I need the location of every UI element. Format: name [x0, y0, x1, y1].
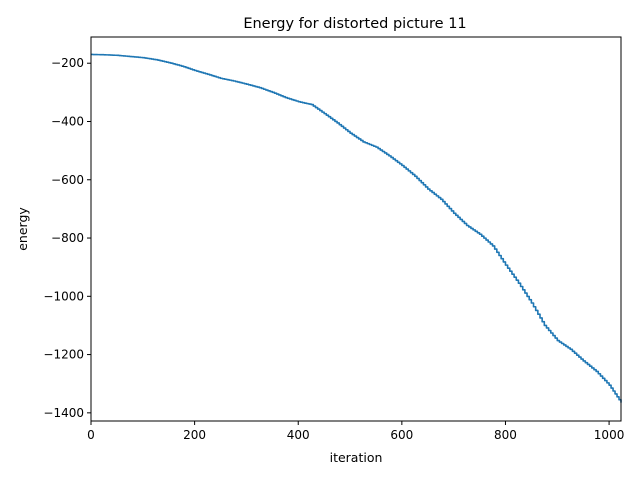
y-tick-label: −1000 [43, 289, 84, 303]
x-tick-label: 400 [287, 428, 310, 442]
x-axis-label: iteration [330, 450, 383, 465]
y-axis-label: energy [15, 207, 30, 251]
y-tick-label: −800 [51, 231, 84, 245]
plot-area [91, 53, 622, 403]
y-tick-label: −1400 [43, 406, 84, 420]
x-tick-label: 1000 [594, 428, 625, 442]
x-tick-label: 600 [390, 428, 413, 442]
x-tick-label: 200 [183, 428, 206, 442]
chart-title: Energy for distorted picture 11 [243, 16, 466, 32]
series-line-0 [91, 53, 622, 403]
plot-frame [90, 36, 622, 422]
y-tick-label: −1200 [43, 348, 84, 362]
y-tick-label: −200 [51, 56, 84, 70]
y-tick-label: −400 [51, 114, 84, 128]
y-tick-label: −600 [51, 173, 84, 187]
x-axis: 0 200 400 600 800 1000 [87, 421, 624, 442]
x-tick-label: 0 [87, 428, 95, 442]
y-axis: −1400 −1200 −1000 −800 −600 −400 −200 [43, 56, 91, 420]
x-tick-label: 800 [494, 428, 517, 442]
